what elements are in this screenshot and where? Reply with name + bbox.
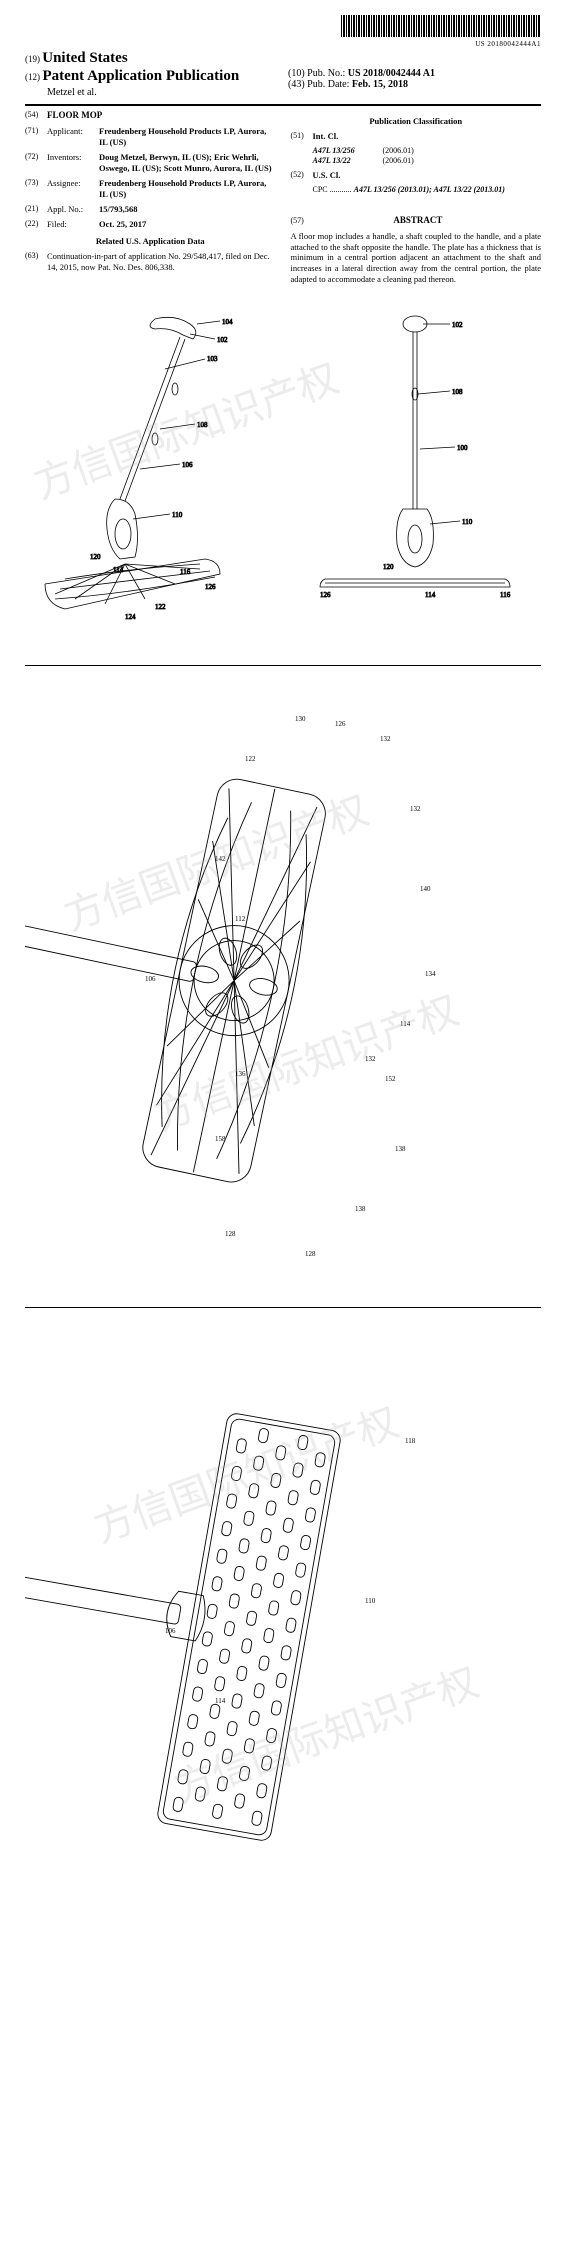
inventors-num: (72) <box>25 152 47 174</box>
rule-thin <box>25 665 541 666</box>
applicant-num: (71) <box>25 126 47 148</box>
svg-text:118: 118 <box>405 1437 416 1445</box>
appl-label: Appl. No.: <box>47 204 99 215</box>
svg-text:102: 102 <box>452 321 463 329</box>
barcode-text: US 20180042444A1 <box>25 40 541 48</box>
cpc: A47L 13/256 (2013.01); A47L 13/22 (2013.… <box>354 185 505 194</box>
intcl-num: (51) <box>291 131 313 142</box>
svg-text:120: 120 <box>90 553 101 561</box>
cont: Continuation-in-part of application No. … <box>47 251 276 273</box>
title: FLOOR MOP <box>47 110 102 122</box>
barcode-area: US 20180042444A1 <box>25 15 541 48</box>
appl-num: (21) <box>25 204 47 215</box>
svg-text:108: 108 <box>197 421 208 429</box>
svg-text:108: 108 <box>452 388 463 396</box>
svg-text:128: 128 <box>305 1250 316 1258</box>
svg-text:130: 130 <box>295 715 306 723</box>
svg-text:136: 136 <box>235 1070 246 1078</box>
related-head: Related U.S. Application Data <box>25 236 276 247</box>
svg-text:122: 122 <box>245 755 256 763</box>
intcl-label: Int. Cl. <box>313 131 339 142</box>
svg-text:138: 138 <box>395 1145 406 1153</box>
figure-4: 方信国际知识产权 方信国际知识产权 118 110 106 114 <box>25 1323 541 1946</box>
svg-text:158: 158 <box>215 1135 226 1143</box>
svg-text:110: 110 <box>462 518 473 526</box>
pubclass-head: Publication Classification <box>291 116 542 127</box>
svg-text:103: 103 <box>207 355 218 363</box>
assignee-label: Assignee: <box>47 178 99 200</box>
svg-text:114: 114 <box>400 1020 411 1028</box>
svg-text:110: 110 <box>365 1597 376 1605</box>
svg-text:116: 116 <box>500 591 511 599</box>
rule-thin-2 <box>25 1307 541 1308</box>
applicant: Freudenberg Household Products LP, Auror… <box>99 126 276 148</box>
svg-text:132: 132 <box>410 805 421 813</box>
svg-text:106: 106 <box>165 1627 176 1635</box>
filed-label: Filed: <box>47 219 99 230</box>
svg-text:140: 140 <box>420 885 431 893</box>
pub-type: Patent Application Publication <box>43 68 240 84</box>
country: United States <box>42 50 127 66</box>
filed: Oct. 25, 2017 <box>99 219 276 230</box>
svg-text:132: 132 <box>365 1055 376 1063</box>
svg-text:114: 114 <box>425 591 436 599</box>
authors: Metzel et al. <box>25 87 97 98</box>
uscl-label: U.S. Cl. <box>313 170 341 181</box>
pub-no-label: Pub. No.: <box>307 68 345 79</box>
svg-text:114: 114 <box>215 1697 226 1705</box>
num-country: (19) <box>25 54 40 64</box>
intcl-code-1: A47L 13/22 <box>313 156 383 166</box>
abstract: A floor mop includes a handle, a shaft c… <box>291 231 542 284</box>
intcl-year-1: (2006.01) <box>383 156 414 166</box>
svg-text:128: 128 <box>225 1230 236 1238</box>
intcl-year-0: (2006.01) <box>383 146 414 156</box>
cont-num: (63) <box>25 251 47 273</box>
svg-text:142: 142 <box>215 855 226 863</box>
figure-3: 方信国际知识产权 方信国际知识产权 <box>25 681 541 1304</box>
figure-1-2: 方信国际知识产权 104 102 103 <box>25 299 541 662</box>
cpc-label: CPC ........... <box>313 185 352 194</box>
num-type: (12) <box>25 72 40 82</box>
inventors-label: Inventors: <box>47 152 99 174</box>
rule-thick <box>25 104 541 106</box>
svg-text:124: 124 <box>125 613 136 621</box>
pub-date: Feb. 15, 2018 <box>352 79 408 90</box>
applicant-label: Applicant: <box>47 126 99 148</box>
uscl-num: (52) <box>291 170 313 181</box>
svg-text:122: 122 <box>155 603 166 611</box>
svg-text:106: 106 <box>145 975 156 983</box>
svg-text:106: 106 <box>182 461 193 469</box>
intcl-code-0: A47L 13/256 <box>313 146 383 156</box>
pub-date-num: (43) <box>288 79 305 90</box>
svg-text:134: 134 <box>425 970 436 978</box>
svg-text:110: 110 <box>172 511 183 519</box>
inventors: Doug Metzel, Berwyn, IL (US); Eric Wehrl… <box>99 152 276 174</box>
title-num: (54) <box>25 110 47 122</box>
abstract-num: (57) <box>291 216 313 226</box>
svg-text:126: 126 <box>320 591 331 599</box>
barcode-stripes <box>341 15 541 37</box>
filed-num: (22) <box>25 219 47 230</box>
svg-text:132: 132 <box>380 735 391 743</box>
svg-text:100: 100 <box>457 444 468 452</box>
assignee-num: (73) <box>25 178 47 200</box>
appl: 15/793,568 <box>99 204 276 215</box>
abstract-head: ABSTRACT <box>315 215 522 227</box>
svg-text:114: 114 <box>113 566 124 574</box>
pub-date-label: Pub. Date: <box>307 79 349 90</box>
svg-text:126: 126 <box>205 583 216 591</box>
assignee: Freudenberg Household Products LP, Auror… <box>99 178 276 200</box>
pub-no-num: (10) <box>288 68 305 79</box>
svg-text:152: 152 <box>385 1075 396 1083</box>
svg-text:138: 138 <box>355 1205 366 1213</box>
svg-text:126: 126 <box>335 720 346 728</box>
svg-text:104: 104 <box>222 318 233 326</box>
svg-text:102: 102 <box>217 336 228 344</box>
svg-text:112: 112 <box>235 915 246 923</box>
pub-no: US 2018/0042444 A1 <box>348 68 435 79</box>
svg-text:116: 116 <box>180 568 191 576</box>
svg-text:120: 120 <box>383 563 394 571</box>
